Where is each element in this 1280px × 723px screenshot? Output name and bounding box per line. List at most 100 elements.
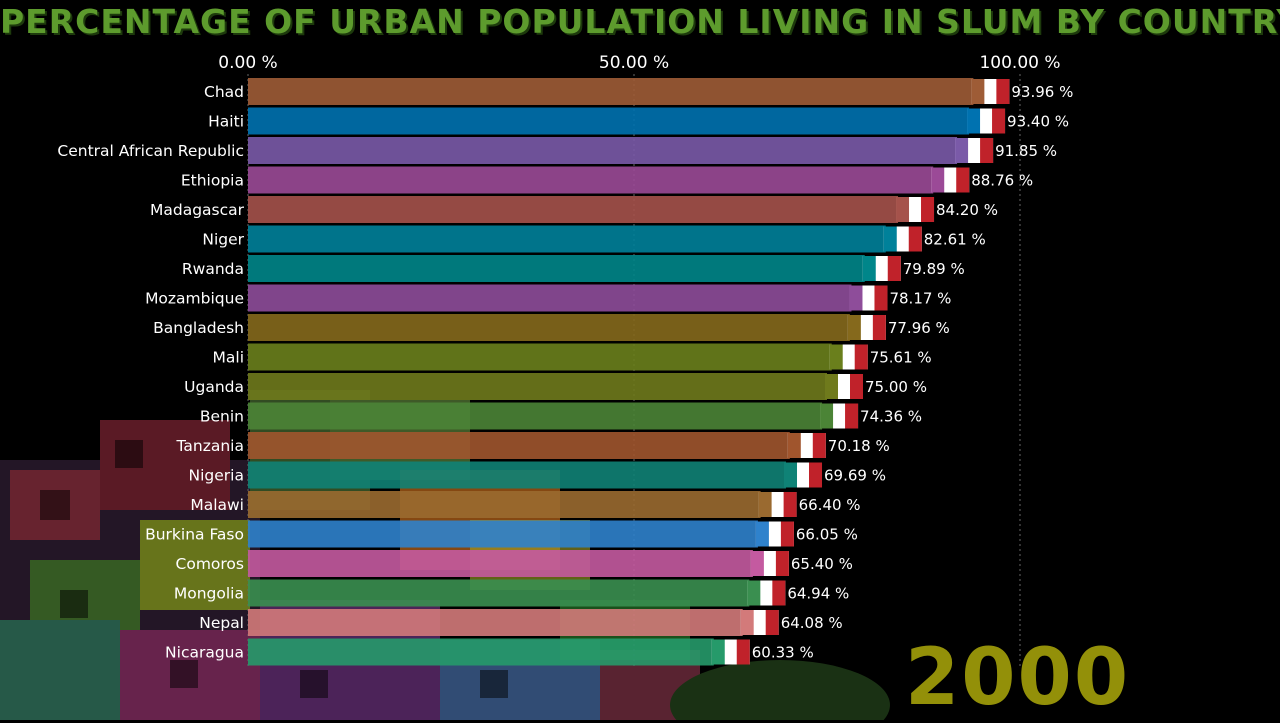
value-label-0: 93.96 % xyxy=(1011,83,1073,101)
bar-row: Comoros 65.40 % xyxy=(176,550,853,577)
flag-icon xyxy=(862,256,901,281)
category-label-14: Malawi xyxy=(190,496,244,514)
bar-2 xyxy=(248,137,958,164)
bar-13 xyxy=(248,461,787,489)
bar-17 xyxy=(248,579,750,607)
flag-icon xyxy=(747,580,786,606)
bar-18 xyxy=(248,609,743,636)
category-label-15: Burkina Faso xyxy=(145,526,244,544)
bar-5 xyxy=(248,225,886,253)
bar-row: Nepal 64.08 % xyxy=(199,609,843,636)
flag-icon xyxy=(883,226,922,252)
category-label-2: Central African Republic xyxy=(57,142,244,160)
category-label-18: Nepal xyxy=(199,614,244,632)
category-label-0: Chad xyxy=(204,83,244,101)
flag-icon xyxy=(829,344,868,370)
value-label-11: 74.36 % xyxy=(860,408,922,426)
bar-0 xyxy=(248,78,974,105)
value-label-5: 82.61 % xyxy=(924,231,986,249)
flag-icon xyxy=(750,551,789,576)
value-label-1: 93.40 % xyxy=(1007,113,1069,131)
bar-row: Madagascar 84.20 % xyxy=(150,196,998,223)
bar-row: Malawi 66.40 % xyxy=(190,491,861,518)
bar-1 xyxy=(248,107,970,135)
flag-icon xyxy=(755,521,794,547)
flag-icon xyxy=(825,374,863,399)
flag-icon xyxy=(955,138,994,163)
category-label-6: Rwanda xyxy=(182,260,244,278)
bar-row: Bangladesh 77.96 % xyxy=(153,314,950,341)
value-label-10: 75.00 % xyxy=(865,378,927,396)
bar-row: Ethiopia 88.76 % xyxy=(181,166,1033,194)
category-label-16: Comoros xyxy=(176,555,244,573)
bar-7 xyxy=(248,284,852,312)
flag-icon xyxy=(896,197,935,222)
bar-9 xyxy=(248,343,832,371)
value-label-3: 88.76 % xyxy=(971,172,1033,190)
flag-icon xyxy=(787,433,826,458)
value-label-2: 91.85 % xyxy=(995,142,1057,160)
x-tick-label-0: 0.00 % xyxy=(218,53,277,73)
bar-row: Nigeria 69.69 % xyxy=(189,461,886,489)
chart-title: PERCENTAGE OF URBAN POPULATION LIVING IN… xyxy=(0,2,1280,41)
bar-row: Nicaragua 60.33 % xyxy=(165,638,814,666)
bar-row: Tanzania 70.18 % xyxy=(176,432,890,459)
flag-icon xyxy=(740,610,779,635)
bar-10 xyxy=(248,373,827,400)
bar-row: Mongolia 64.94 % xyxy=(174,579,849,607)
bar-14 xyxy=(248,491,761,518)
flag-icon xyxy=(711,639,750,665)
value-label-12: 70.18 % xyxy=(828,437,890,455)
flag-icon xyxy=(931,167,970,193)
category-label-5: Niger xyxy=(202,231,244,249)
flag-icon xyxy=(847,315,886,340)
flag-icon xyxy=(849,285,888,311)
x-tick-label-1: 50.00 % xyxy=(599,53,669,73)
category-label-8: Bangladesh xyxy=(153,319,244,337)
x-tick-label-2: 100.00 % xyxy=(979,53,1060,73)
bar-6 xyxy=(248,255,865,282)
value-label-19: 60.33 % xyxy=(752,644,814,662)
category-label-9: Mali xyxy=(213,349,244,367)
value-label-9: 75.61 % xyxy=(870,349,932,367)
value-label-14: 66.40 % xyxy=(799,496,861,514)
bar-16 xyxy=(248,550,753,577)
bar-12 xyxy=(248,432,790,459)
bar-19 xyxy=(248,638,714,666)
flag-icon xyxy=(820,403,859,429)
category-label-11: Benin xyxy=(200,408,244,426)
bar-row: Uganda 75.00 % xyxy=(184,373,927,400)
bar-row: Chad 93.96 % xyxy=(204,78,1073,105)
category-label-13: Nigeria xyxy=(189,467,244,485)
bar-row: Central African Republic 91.85 % xyxy=(57,137,1057,164)
flag-icon xyxy=(971,79,1010,104)
bar-row: Niger 82.61 % xyxy=(202,225,986,253)
bar-row: Mali 75.61 % xyxy=(213,343,932,371)
category-label-3: Ethiopia xyxy=(181,172,244,190)
value-label-7: 78.17 % xyxy=(889,290,951,308)
value-label-4: 84.20 % xyxy=(936,201,998,219)
bar-4 xyxy=(248,196,899,223)
category-label-1: Haiti xyxy=(208,113,244,131)
bar-row: Benin 74.36 % xyxy=(200,402,922,430)
bar-row: Rwanda 79.89 % xyxy=(182,255,965,282)
value-label-17: 64.94 % xyxy=(787,585,849,603)
category-label-7: Mozambique xyxy=(145,290,244,308)
category-label-17: Mongolia xyxy=(174,585,244,603)
category-label-10: Uganda xyxy=(184,378,244,396)
value-label-18: 64.08 % xyxy=(781,614,843,632)
bar-11 xyxy=(248,402,823,430)
bar-row: Burkina Faso 66.05 % xyxy=(145,520,858,548)
value-label-8: 77.96 % xyxy=(888,319,950,337)
value-label-16: 65.40 % xyxy=(791,555,853,573)
value-label-15: 66.05 % xyxy=(796,526,858,544)
category-label-19: Nicaragua xyxy=(165,644,244,662)
category-label-12: Tanzania xyxy=(176,437,245,455)
year-label: 2000 xyxy=(905,633,1131,723)
value-label-6: 79.89 % xyxy=(903,260,965,278)
bar-row: Mozambique 78.17 % xyxy=(145,284,951,312)
bar-8 xyxy=(248,314,850,341)
bar-15 xyxy=(248,520,758,548)
category-label-4: Madagascar xyxy=(150,201,245,219)
